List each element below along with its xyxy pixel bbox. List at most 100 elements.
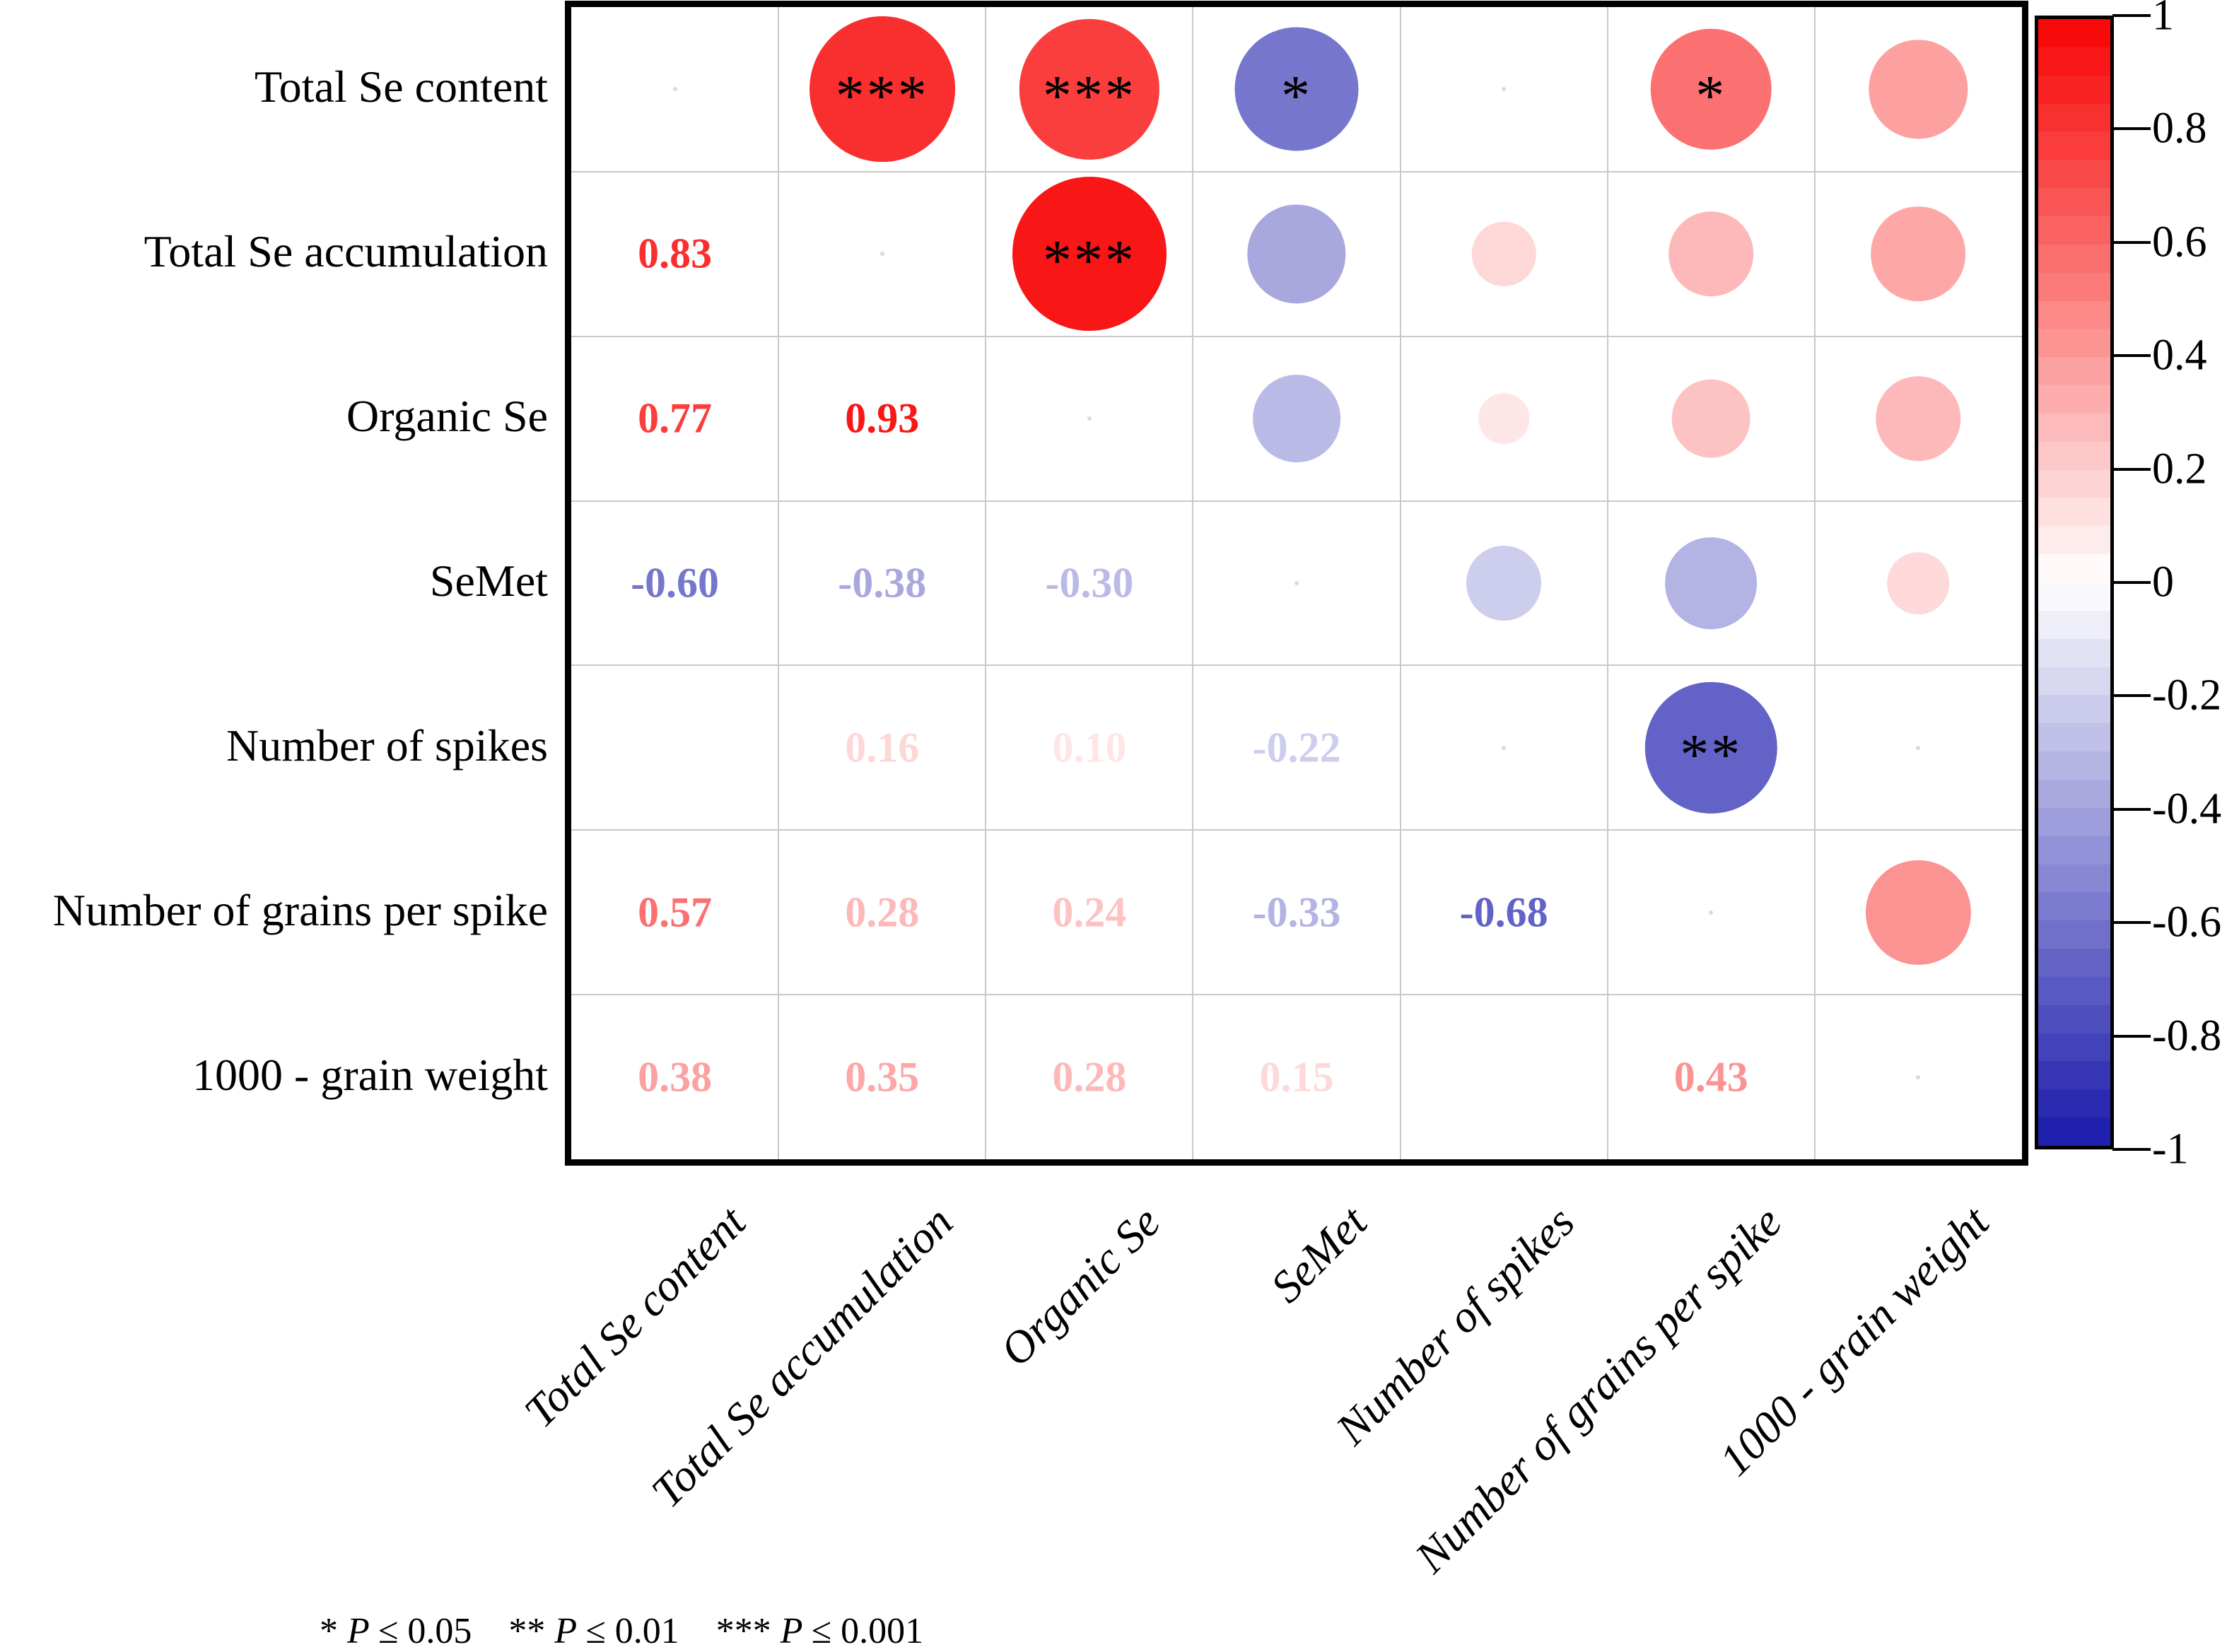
colorbar-tick-label-9: -0.8 (2152, 1012, 2222, 1060)
colorbar-band (2038, 19, 2110, 48)
colorbar-band (2038, 272, 2110, 302)
corr-value-3-1: -0.38 (838, 559, 927, 607)
colorbar-band (2038, 976, 2110, 1006)
significance-stars-0-1: *** (835, 63, 929, 128)
colorbar-band (2038, 103, 2110, 133)
footnote-stars: ** (508, 1611, 555, 1651)
diagonal-zero-dot (1087, 416, 1092, 421)
row-label-1: Total Se accumulation (144, 226, 548, 277)
colorbar-band (2038, 1033, 2110, 1062)
grid-line-horizontal (571, 335, 2022, 337)
corr-value-6-2: 0.28 (1052, 1053, 1127, 1101)
corr-value-3-0: -0.60 (631, 559, 720, 607)
corr-circle-3-5 (1665, 537, 1758, 629)
colorbar-tick-6 (2112, 694, 2151, 698)
diagonal-zero-dot (1916, 1074, 1921, 1079)
colorbar-band (2038, 216, 2110, 245)
corr-circle-1-4 (1471, 222, 1536, 286)
footnote-segment: ** P ≤ 0.01 (508, 1610, 679, 1652)
corr-value-5-1: 0.28 (845, 889, 920, 936)
corr-circle-1-3 (1247, 204, 1346, 303)
diagonal-zero-dot (1294, 581, 1299, 585)
colorbar-band (2038, 779, 2110, 809)
corr-value-5-4: -0.68 (1459, 889, 1548, 936)
colorbar-tick-9 (2112, 1034, 2151, 1038)
footnote-p-symbol: P (780, 1611, 812, 1651)
colorbar-band (2038, 920, 2110, 950)
colorbar-band (2038, 836, 2110, 865)
footnote-stars: *** (715, 1611, 781, 1651)
corr-value-2-1: 0.93 (845, 394, 920, 442)
row-label-5: Number of grains per spike (52, 884, 548, 935)
corr-zero-dot-4-6 (1916, 745, 1921, 750)
colorbar-tick-2 (2112, 240, 2151, 244)
colorbar-tick-4 (2112, 467, 2151, 471)
footnote-condition: ≤ 0.01 (585, 1611, 679, 1651)
significance-stars-0-2: *** (1042, 63, 1136, 128)
col-label-2: Organic Se (990, 1196, 1169, 1376)
grid-line-vertical (1813, 7, 1816, 1159)
col-label-3: SeMet (1261, 1196, 1376, 1312)
colorbar-band (2038, 498, 2110, 527)
grid-line-vertical (1606, 7, 1608, 1159)
colorbar-band (2038, 892, 2110, 922)
corr-value-4-2: 0.10 (1052, 724, 1127, 771)
corr-circle-2-5 (1671, 379, 1750, 458)
row-label-6: 1000 - grain weight (192, 1049, 548, 1100)
colorbar-band (2038, 638, 2110, 668)
significance-stars-1-2: *** (1042, 228, 1136, 293)
colorbar-tick-5 (2112, 581, 2151, 584)
colorbar-tick-0 (2112, 14, 2151, 17)
colorbar-tick-3 (2112, 354, 2151, 358)
corr-value-6-5: 0.43 (1673, 1053, 1748, 1101)
colorbar-tick-8 (2112, 921, 2151, 925)
colorbar-band (2038, 188, 2110, 217)
corr-zero-dot-0-4 (1502, 87, 1507, 92)
footnote-condition: ≤ 0.001 (811, 1611, 924, 1651)
footnote-condition: ≤ 0.05 (378, 1611, 472, 1651)
grid-line-horizontal (571, 170, 2022, 172)
colorbar-band (2038, 385, 2110, 414)
colorbar-band (2038, 695, 2110, 725)
colorbar-band (2038, 131, 2110, 161)
colorbar-band (2038, 47, 2110, 76)
corr-circle-1-5 (1668, 211, 1754, 297)
significance-footnote: * P ≤ 0.05 ** P ≤ 0.01 *** P ≤ 0.001 (320, 1610, 923, 1652)
corr-circle-0-5 (1650, 29, 1772, 150)
colorbar-band (2038, 413, 2110, 443)
footnote-p-symbol: P (347, 1611, 378, 1651)
corr-value-4-3: -0.22 (1252, 724, 1341, 771)
colorbar-band (2038, 667, 2110, 696)
corr-value-1-0: 0.83 (638, 230, 713, 277)
grid-line-vertical (1399, 7, 1401, 1159)
colorbar-tick-label-3: 0.4 (2152, 331, 2207, 380)
colorbar-tick-10 (2112, 1148, 2151, 1151)
colorbar-band (2038, 441, 2110, 471)
colorbar (2035, 16, 2114, 1149)
corr-circle-0-6 (1869, 40, 1968, 139)
colorbar-band (2038, 1004, 2110, 1034)
footnote-p-symbol: P (554, 1611, 586, 1651)
colorbar-band (2038, 300, 2110, 330)
colorbar-band (2038, 610, 2110, 640)
corr-value-6-3: 0.15 (1259, 1053, 1334, 1101)
colorbar-band (2038, 864, 2110, 894)
significance-stars-4-5: ** (1680, 722, 1743, 787)
grid-line-horizontal (571, 500, 2022, 502)
corr-circle-4-5 (1645, 681, 1777, 814)
colorbar-band (2038, 357, 2110, 387)
corr-value-6-0: 0.38 (638, 1053, 713, 1101)
row-label-0: Total Se content (255, 61, 548, 112)
corr-circle-2-4 (1478, 393, 1529, 444)
grid-line-horizontal (571, 829, 2022, 831)
colorbar-tick-label-8: -0.6 (2152, 898, 2222, 947)
row-label-3: SeMet (429, 556, 548, 607)
corr-circle-0-3 (1234, 27, 1359, 151)
significance-stars-0-5: * (1695, 63, 1727, 128)
row-label-2: Organic Se (346, 391, 548, 442)
colorbar-tick-label-7: -0.4 (2152, 785, 2222, 833)
corr-value-6-1: 0.35 (845, 1053, 920, 1101)
colorbar-tick-1 (2112, 127, 2151, 131)
corr-circle-0-1 (809, 16, 955, 163)
colorbar-band (2038, 1061, 2110, 1091)
